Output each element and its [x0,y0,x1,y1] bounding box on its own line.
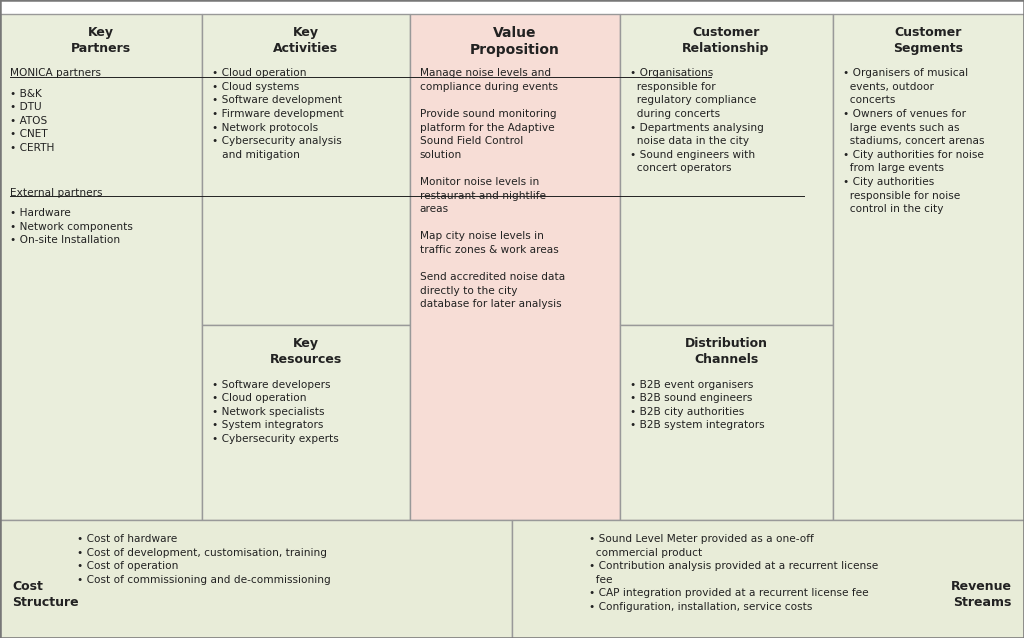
Text: Revenue
Streams: Revenue Streams [950,581,1012,609]
Text: • Hardware
• Network components
• On-site Installation: • Hardware • Network components • On-sit… [10,208,133,245]
Text: • Sound Level Meter provided as a one-off
  commercial product
• Contribution an: • Sound Level Meter provided as a one-of… [589,534,878,612]
Text: Value
Proposition: Value Proposition [470,26,559,57]
Bar [202,325,410,520]
Bar [0,14,202,520]
Text: Cost
Structure: Cost Structure [12,581,79,609]
Text: Key
Activities: Key Activities [273,26,338,54]
Text: External partners: External partners [10,188,102,198]
Text: • Software developers
• Cloud operation
• Network specialists
• System integrato: • Software developers • Cloud operation … [212,380,339,444]
Text: • Cloud operation
• Cloud systems
• Software development
• Firmware development
: • Cloud operation • Cloud systems • Soft… [212,68,344,160]
Text: Customer
Relationship: Customer Relationship [682,26,770,54]
Bar [512,520,1024,638]
Text: Key
Resources: Key Resources [269,337,342,366]
Bar [410,14,620,520]
Text: Manage noise levels and
compliance during events

Provide sound monitoring
platf: Manage noise levels and compliance durin… [420,68,565,309]
Text: • Organisers of musical
  events, outdoor
  concerts
• Owners of venues for
  la: • Organisers of musical events, outdoor … [843,68,984,214]
Bar [620,325,833,520]
Bar [620,14,833,325]
Text: Key
Partners: Key Partners [71,26,131,54]
Bar [833,14,1024,520]
Text: • Cost of hardware
• Cost of development, customisation, training
• Cost of oper: • Cost of hardware • Cost of development… [77,534,331,585]
Text: Distribution
Channels: Distribution Channels [684,337,768,366]
Text: • Organisations
  responsible for
  regulatory compliance
  during concerts
• De: • Organisations responsible for regulato… [630,68,764,174]
Text: MONICA partners: MONICA partners [10,68,101,78]
Bar [202,14,410,325]
Text: Customer
Segments: Customer Segments [893,26,964,54]
Bar [0,520,512,638]
Text: • B&K
• DTU
• ATOS
• CNET
• CERTH: • B&K • DTU • ATOS • CNET • CERTH [10,89,54,153]
Text: • B2B event organisers
• B2B sound engineers
• B2B city authorities
• B2B system: • B2B event organisers • B2B sound engin… [630,380,764,431]
